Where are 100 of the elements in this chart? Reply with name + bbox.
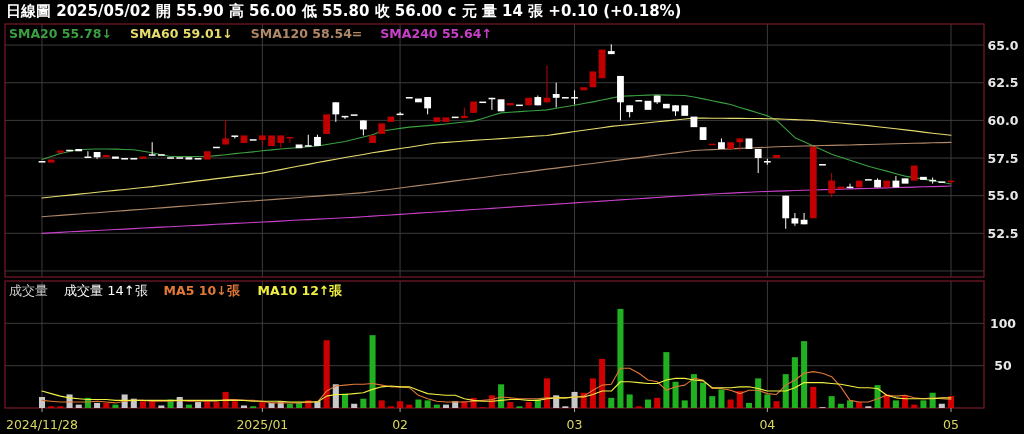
candlestick	[580, 87, 588, 91]
bar	[773, 401, 780, 408]
candlestick	[901, 178, 909, 184]
bar	[700, 382, 707, 408]
candlestick	[112, 156, 119, 159]
bar	[782, 374, 789, 408]
bar	[681, 400, 688, 408]
candlestick	[506, 103, 514, 106]
candlestick	[47, 159, 55, 163]
text: SMA60 59.01↓	[129, 26, 233, 41]
bar	[718, 389, 725, 408]
text: MA10 12↑張	[257, 283, 344, 298]
candlestick	[442, 117, 450, 122]
bar	[938, 403, 945, 408]
candlestick	[56, 150, 64, 153]
x-tick-label: 2024/11/28	[5, 417, 79, 432]
annotation: 成交量 14↑張	[64, 283, 148, 298]
candlestick	[920, 176, 927, 180]
candlestick	[589, 71, 597, 88]
text: MA5 10↓張	[163, 283, 241, 298]
candlestick	[323, 114, 331, 134]
bar	[424, 400, 431, 408]
bar	[727, 399, 734, 408]
bar	[543, 378, 551, 408]
bar	[791, 357, 798, 408]
x-tick-label: 02	[392, 417, 409, 432]
bar	[139, 401, 147, 408]
text: SMA120 58.54=	[250, 26, 363, 41]
line-series	[41, 94, 952, 185]
bar	[525, 402, 532, 408]
candlestick	[727, 142, 735, 149]
candlestick	[699, 127, 707, 140]
y-tick-label: 65.0	[987, 37, 1019, 53]
candlestick	[662, 103, 670, 109]
candlestick	[855, 180, 863, 188]
candlestick	[828, 172, 836, 198]
bar	[195, 402, 202, 408]
bar	[846, 400, 854, 408]
bar	[920, 400, 927, 408]
y-tick-label: 50	[994, 358, 1012, 374]
candlestick	[148, 141, 156, 156]
bar	[213, 402, 220, 408]
bar	[736, 391, 743, 408]
line-series	[41, 367, 952, 404]
x-tick-label: 03	[566, 417, 583, 432]
bar	[103, 402, 110, 408]
candlestick	[369, 135, 376, 143]
bar	[764, 394, 771, 408]
bar	[663, 352, 670, 408]
text: SMA20 55.78↓	[9, 26, 112, 41]
y-tick-label: 57.5	[987, 150, 1019, 166]
x-tick-label: 2025/01	[236, 417, 289, 432]
bar	[351, 403, 358, 408]
bar	[755, 378, 762, 408]
bar	[892, 400, 899, 408]
bar	[323, 340, 330, 408]
line-series	[41, 377, 952, 403]
bar	[286, 403, 293, 408]
y-tick-label: 55.0	[987, 188, 1019, 204]
bar	[415, 399, 422, 408]
text: SMA240 55.64↑	[380, 26, 492, 41]
bar	[828, 396, 835, 408]
candlestick	[295, 144, 303, 149]
y-tick-label: 60.0	[987, 112, 1019, 128]
candlestick	[332, 101, 340, 123]
bar	[231, 401, 238, 408]
bar	[341, 393, 349, 408]
candlestick	[571, 89, 578, 106]
y-tick-label: 52.5	[987, 225, 1019, 241]
candlestick	[433, 117, 441, 122]
bar	[158, 405, 165, 408]
candlestick	[75, 148, 83, 152]
line-series	[41, 141, 952, 218]
candlestick	[304, 134, 312, 147]
bar	[38, 396, 46, 408]
bar	[507, 402, 514, 408]
chart-title: 日線圖 2025/05/02 開 55.90 高 56.00 低 55.80 收 56.00 c 元 量 14 張 +0.10 (+0.18%)	[6, 2, 682, 20]
y-tick-label: 100	[989, 315, 1017, 331]
bar	[176, 396, 183, 408]
bar	[599, 358, 606, 408]
chart-title: 成交量	[9, 283, 48, 298]
bar	[369, 335, 376, 408]
bar	[378, 400, 385, 408]
bar	[837, 403, 844, 408]
bar	[240, 405, 248, 408]
candlestick	[910, 165, 918, 181]
candlestick	[791, 212, 799, 227]
candlestick	[837, 186, 845, 189]
y-tick-label: 62.5	[987, 75, 1019, 91]
bar	[690, 374, 697, 408]
candlestick	[268, 135, 275, 146]
bar	[810, 386, 817, 408]
candlestick	[809, 146, 817, 219]
bar	[709, 396, 716, 408]
candlestick	[185, 157, 193, 160]
candlestick	[745, 138, 753, 149]
candlestick	[102, 155, 110, 158]
line-series	[41, 117, 952, 199]
bar	[589, 378, 596, 408]
candlestick	[883, 180, 891, 188]
